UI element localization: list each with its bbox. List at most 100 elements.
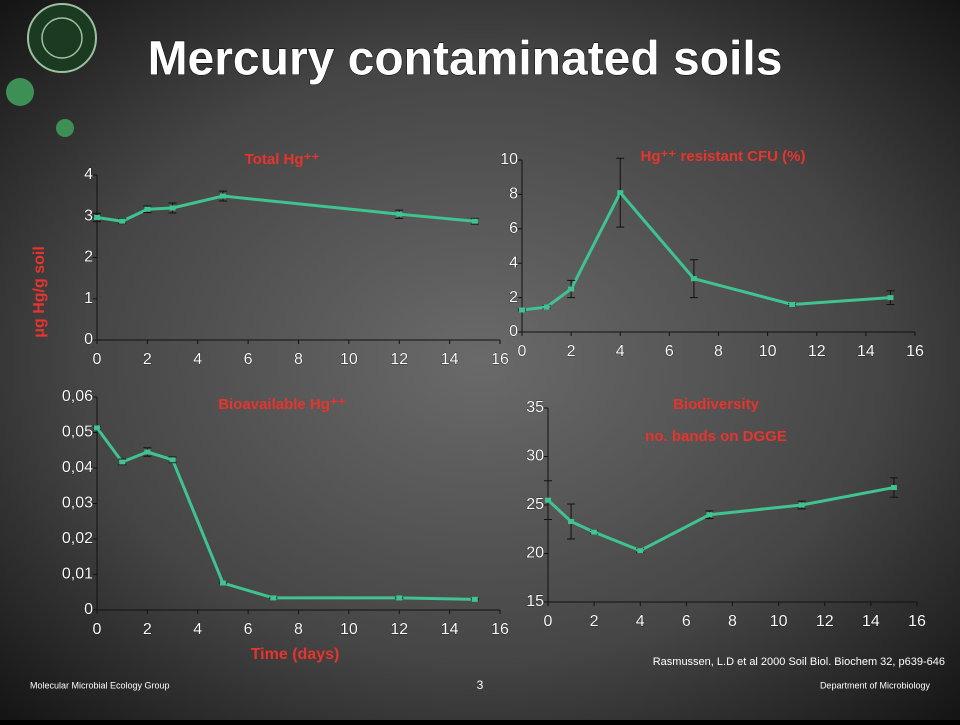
y-tick-label: 1 [84, 290, 93, 307]
chart-title: Total Hg⁺⁺ [245, 151, 320, 168]
y-tick-label: 0 [84, 601, 93, 618]
data-point [789, 301, 796, 307]
y-tick-label: 0,06 [62, 388, 93, 405]
data-point [798, 502, 805, 508]
x-tick-label: 4 [193, 621, 202, 638]
chart-subtitle: no. bands on DGGE [645, 428, 787, 445]
data-point [119, 218, 126, 224]
x-tick-label: 10 [340, 351, 358, 368]
x-tick-label: 8 [294, 621, 303, 638]
x-tick-label: 12 [390, 351, 408, 368]
x-tick-label: 8 [728, 613, 737, 630]
data-point [94, 425, 100, 431]
data-point [270, 595, 277, 601]
y-tick-label: 4 [509, 254, 518, 271]
x-tick-label: 14 [441, 351, 459, 368]
logo [6, 3, 97, 137]
x-tick-label: 12 [816, 613, 834, 630]
y-tick-label: 6 [509, 220, 518, 237]
slide-title: Mercury contaminated soils [148, 33, 783, 86]
data-point [471, 596, 478, 602]
y-tick-label: 0,04 [62, 459, 93, 476]
footer-left: Molecular Microbial Ecology Group [30, 680, 170, 690]
data-point [144, 206, 151, 212]
data-point [219, 580, 226, 586]
chart-title: Bioavailable Hg⁺⁺ [218, 396, 346, 413]
x-tick-label: 12 [390, 621, 408, 638]
chart-title: Biodiversity [673, 396, 760, 413]
x-tick-label: 14 [857, 343, 875, 360]
x-tick-label: 2 [143, 621, 152, 638]
x-tick-label: 4 [616, 343, 625, 360]
y-tick-label: 25 [526, 496, 544, 513]
data-point [396, 595, 403, 601]
x-axis-label: Time (days) [251, 646, 340, 663]
x-tick-label: 10 [759, 343, 777, 360]
data-point [890, 485, 897, 491]
page-number: 3 [477, 678, 484, 692]
x-tick-label: 10 [340, 621, 358, 638]
y-axis-label: μg Hg/g soil [31, 246, 48, 338]
y-tick-label: 35 [526, 399, 544, 416]
y-tick-label: 2 [84, 249, 93, 266]
data-point [543, 304, 550, 310]
x-tick-label: 8 [714, 343, 723, 360]
x-tick-label: 14 [862, 613, 880, 630]
footer-right: Department of Microbiology [820, 680, 931, 690]
x-tick-label: 6 [244, 621, 253, 638]
x-tick-label: 0 [93, 621, 102, 638]
data-point [169, 457, 176, 463]
data-point [94, 214, 100, 220]
x-tick-label: 6 [244, 351, 253, 368]
y-tick-label: 2 [509, 289, 518, 306]
data-point [519, 307, 525, 313]
chart-title: Hg⁺⁺ resistant CFU (%) [640, 148, 805, 165]
y-tick-label: 30 [526, 448, 544, 465]
x-tick-label: 16 [491, 351, 509, 368]
y-tick-label: 20 [526, 545, 544, 562]
data-point [119, 459, 126, 465]
data-point [617, 190, 624, 196]
x-tick-label: 16 [908, 613, 926, 630]
data-point [568, 286, 575, 292]
data-point [637, 548, 644, 554]
data-point [591, 529, 598, 535]
x-tick-label: 4 [193, 351, 202, 368]
x-tick-label: 12 [808, 343, 826, 360]
y-tick-label: 0,05 [62, 424, 93, 441]
x-tick-label: 0 [93, 351, 102, 368]
y-tick-label: 0 [509, 323, 518, 340]
data-line [95, 426, 475, 601]
y-tick-label: 3 [84, 207, 93, 224]
x-tick-label: 6 [682, 613, 691, 630]
x-tick-label: 2 [590, 613, 599, 630]
y-tick-label: 15 [526, 593, 544, 610]
data-point [144, 449, 151, 455]
x-tick-label: 0 [518, 343, 527, 360]
y-tick-label: 10 [500, 151, 518, 168]
y-tick-label: 0,01 [62, 566, 93, 583]
x-tick-label: 16 [491, 621, 509, 638]
y-tick-label: 0 [84, 331, 93, 348]
data-point [169, 205, 176, 211]
x-tick-label: 10 [770, 613, 788, 630]
x-tick-label: 8 [294, 351, 303, 368]
data-point [706, 512, 713, 518]
data-point [690, 276, 697, 282]
data-point [396, 211, 403, 217]
x-tick-label: 2 [143, 351, 152, 368]
y-tick-label: 0,02 [62, 530, 93, 547]
x-tick-label: 16 [906, 343, 924, 360]
data-point [568, 518, 575, 524]
x-tick-label: 0 [544, 613, 553, 630]
y-tick-label: 8 [509, 186, 518, 203]
x-tick-label: 2 [567, 343, 576, 360]
y-tick-label: 0,03 [62, 495, 93, 512]
citation: Rasmussen, L.D et al 2000 Soil Biol. Bio… [653, 656, 945, 668]
x-tick-label: 6 [665, 343, 674, 360]
data-point [471, 218, 478, 224]
data-point [545, 497, 551, 503]
data-point [887, 295, 894, 301]
